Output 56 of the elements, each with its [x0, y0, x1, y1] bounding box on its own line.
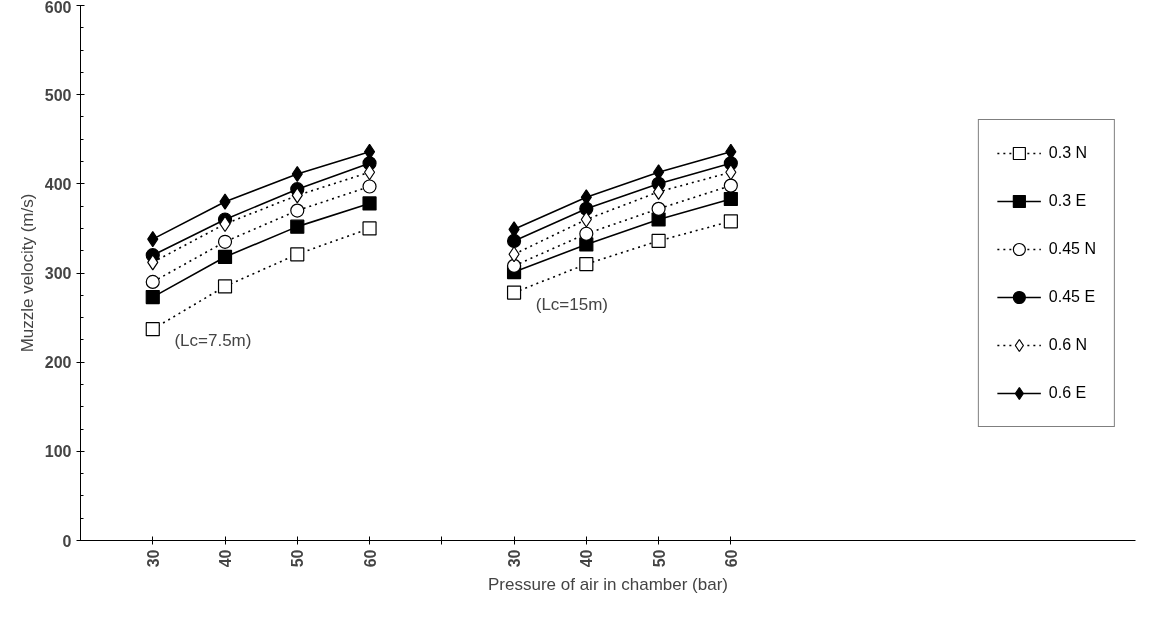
point	[580, 211, 592, 228]
point	[579, 226, 594, 241]
point	[147, 231, 159, 248]
point	[506, 233, 522, 248]
x-tick-label: 30	[144, 549, 162, 568]
point	[217, 234, 233, 249]
point	[723, 178, 738, 193]
annotation: (Lc=15m)	[535, 294, 609, 314]
y-tick-label: 0	[62, 532, 72, 550]
y-axis-title: Muzzle velocity (m/s)	[17, 193, 37, 353]
y-tick-label: 500	[44, 86, 72, 104]
y-tick-label: 100	[44, 443, 72, 461]
legend-label: 0.3 N	[1048, 143, 1088, 162]
y-tick-label: 200	[44, 354, 72, 372]
x-tick-label: 30	[506, 549, 524, 568]
x-tick-label: 40	[578, 549, 596, 568]
point	[219, 193, 231, 210]
x-axis-title: Pressure of air in chamber (bar)	[488, 575, 728, 595]
x-tick-label: 50	[289, 549, 307, 568]
point	[290, 247, 305, 262]
point	[147, 254, 159, 271]
point	[217, 279, 233, 294]
point	[362, 179, 377, 194]
point	[145, 289, 160, 305]
point	[723, 191, 738, 207]
point	[145, 322, 160, 337]
legend-label: 0.45 N	[1048, 239, 1096, 258]
annotation: (Lc=7.5m)	[174, 331, 252, 351]
point	[725, 164, 737, 181]
point	[291, 187, 303, 204]
point	[651, 201, 666, 216]
y-tick-label: 400	[44, 175, 72, 193]
point	[290, 219, 305, 234]
legend-label: 0.3 E	[1048, 191, 1087, 210]
point	[290, 203, 305, 218]
point	[508, 246, 520, 263]
legend-label: 0.6 N	[1048, 335, 1088, 354]
point	[652, 183, 665, 200]
x-tick-label: 60	[361, 549, 379, 568]
point	[362, 196, 377, 211]
point	[579, 256, 594, 272]
x-tick-label: 60	[722, 549, 740, 568]
point	[362, 221, 377, 236]
legend-label: 0.45 E	[1048, 287, 1096, 306]
point	[723, 214, 738, 229]
point	[217, 249, 233, 265]
point	[363, 164, 376, 181]
point	[506, 258, 522, 273]
legend-label: 0.6 E	[1048, 383, 1087, 402]
x-tick-label: 40	[217, 549, 235, 568]
y-tick-label: 600	[44, 0, 72, 16]
point	[651, 233, 666, 248]
x-tick-label: 50	[650, 549, 668, 568]
point	[145, 274, 160, 289]
y-tick-label: 300	[44, 265, 72, 282]
point	[506, 285, 522, 300]
